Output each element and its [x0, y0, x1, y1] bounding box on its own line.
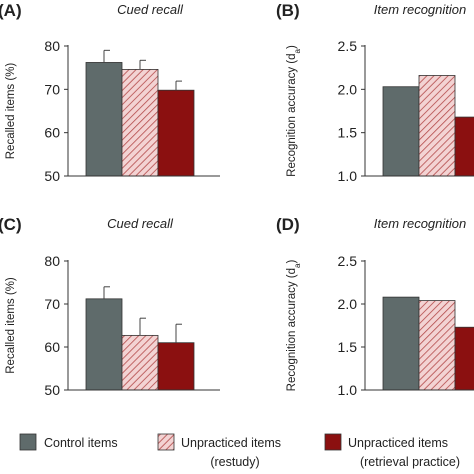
panel-title: Item recognition [374, 216, 467, 231]
legend-label: Control items [44, 436, 118, 450]
bar-control [382, 296, 420, 391]
legend-label: Unpracticed items [181, 436, 281, 450]
y-axis-title: Recalled items (%) [5, 277, 17, 374]
panel-label: (B) [276, 1, 300, 20]
chart-panel: (C) Cued recall Recalled items (%) 50 60 70 80 [0, 215, 220, 398]
bar-restudy [418, 75, 456, 177]
legend-swatch-control [19, 433, 37, 451]
panel-title: Cued recall [117, 2, 184, 17]
y-tick-label: 50 [44, 168, 60, 184]
y-tick-label: 2.0 [338, 296, 358, 312]
bar-control [85, 62, 123, 177]
legend-sublabel: (restudy) [210, 455, 259, 469]
y-tick-label: 80 [44, 38, 60, 54]
legend: Control items Unpracticed items(restudy)U… [19, 433, 460, 469]
legend-item-restudy: Unpracticed items (restudy) [157, 433, 281, 469]
panel-title: Cued recall [107, 216, 174, 231]
y-axis-title: Recognition accuracy (da) [286, 260, 302, 392]
y-tick-label: 2.5 [338, 253, 358, 269]
panel-label: (C) [0, 215, 22, 234]
y-axis-title: Recognition accuracy (da) [286, 45, 302, 177]
chart-panel: (A) Cued recall Recalled items (%) 50 60 70 80 [0, 1, 220, 184]
panel-label: (D) [276, 215, 300, 234]
y-tick-label: 70 [44, 296, 60, 312]
bar-restudy [418, 300, 456, 391]
legend-item-retrieval: Unpracticed items (retrieval practice) [324, 433, 460, 469]
y-tick-label: 1.5 [338, 339, 358, 355]
y-tick-label: 1.0 [338, 168, 358, 184]
legend-swatch-restudy [157, 433, 175, 451]
y-tick-label: 1.5 [338, 125, 358, 141]
panel-label: (A) [0, 1, 22, 20]
chart-panel: (D) Item recognition Recognition accuracy … [276, 215, 474, 398]
y-tick-label: 60 [44, 125, 60, 141]
legend-item-control: Control items [19, 433, 118, 451]
legend-label: Unpracticed items [348, 436, 448, 450]
bar-retrieval [454, 326, 474, 391]
legend-swatch-retrieval [324, 433, 342, 451]
y-axis-title: Recalled items (%) [5, 63, 17, 160]
legend-sublabel: (retrieval practice) [360, 455, 460, 469]
y-tick-label: 1.0 [338, 382, 358, 398]
bar-control [85, 298, 123, 391]
bar-retrieval [157, 342, 195, 391]
bar-control [382, 86, 420, 177]
y-tick-label: 60 [44, 339, 60, 355]
bar-restudy [121, 69, 159, 177]
bar-restudy [121, 334, 159, 391]
y-tick-label: 80 [44, 253, 60, 269]
y-tick-label: 70 [44, 81, 60, 97]
bar-retrieval [157, 89, 195, 177]
chart-panel: (B) Item recognition Recognition accuracy … [276, 1, 474, 184]
y-axis-subscript: a [293, 263, 302, 268]
y-tick-label: 50 [44, 382, 60, 398]
bar-retrieval [454, 116, 474, 177]
y-axis-subscript: a [293, 48, 302, 53]
y-tick-label: 2.5 [338, 38, 358, 54]
panel-title: Item recognition [374, 2, 467, 17]
y-tick-label: 2.0 [338, 81, 358, 97]
